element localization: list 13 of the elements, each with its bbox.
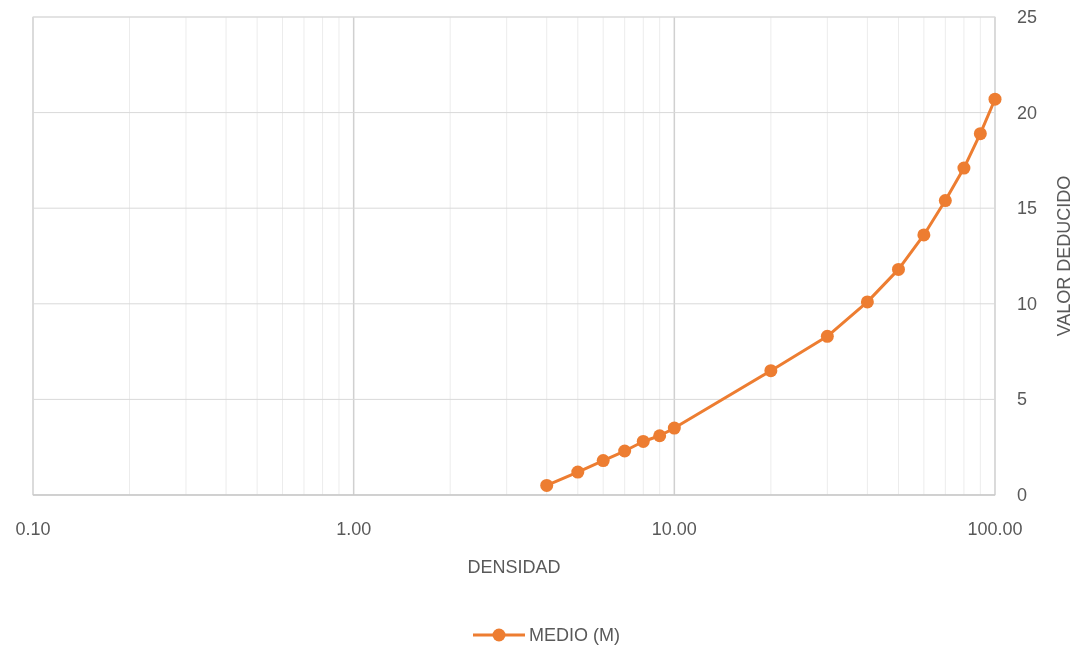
y-tick-label: 20: [1017, 102, 1038, 123]
legend-label: MEDIO (M): [529, 625, 620, 645]
x-tick-label: 100.00: [967, 519, 1023, 539]
y-axis-title: VALOR DEDUCIDO: [1054, 175, 1074, 337]
y-tick-label: 5: [1017, 389, 1028, 410]
x-tick-label: 1.00: [336, 519, 372, 539]
x-axis-title: DENSIDAD: [467, 557, 561, 577]
y-tick-label: 10: [1017, 293, 1038, 314]
x-tick-label: 0.10: [15, 519, 51, 539]
y-tick-label: 25: [1017, 7, 1038, 27]
y-tick-label: 15: [1017, 198, 1038, 219]
x-tick-label: 10.00: [651, 519, 697, 539]
y-tick-label: 0: [1017, 485, 1028, 505]
